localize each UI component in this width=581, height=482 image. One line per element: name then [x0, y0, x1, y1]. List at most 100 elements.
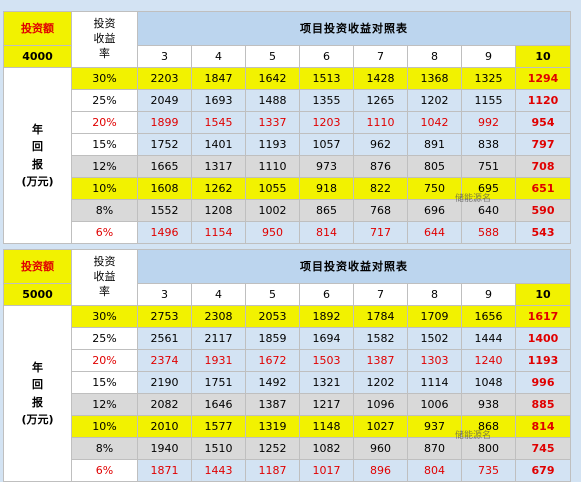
value-cell: 1303 — [407, 349, 462, 372]
value-cell: 2374 — [137, 349, 192, 372]
annual-return-label-part: 年 — [32, 123, 43, 137]
value-cell: 751 — [461, 155, 516, 178]
table-row: 20% 1899 1545 1337 1203 1110 1042 992 954 — [4, 111, 571, 134]
year-header: 7 — [353, 283, 408, 306]
value-cell: 1114 — [407, 371, 462, 394]
table-row: 年回报 (万元) 30% 2753 2308 2053 1892 1784 1709 1656 16… — [3, 305, 571, 482]
annual-return-label: 年回报 (万元) — [3, 305, 72, 482]
invest-label: 投资额 — [3, 249, 72, 284]
value-cell: 1321 — [299, 371, 354, 394]
value-cell: 797 — [515, 133, 571, 156]
value-cell: 2190 — [137, 371, 192, 394]
return-table-4000: 投资额 投资收益率 项目投资收益对照表 4000 3 4 5 6 7 8 9 1… — [3, 11, 571, 244]
value-cell: 996 — [515, 371, 571, 394]
value-cell: 1694 — [299, 327, 354, 350]
value-cell: 1892 — [299, 305, 354, 328]
value-cell: 1400 — [515, 327, 571, 350]
value-cell: 651 — [515, 177, 571, 200]
value-cell: 708 — [515, 155, 571, 178]
value-cell: 870 — [407, 437, 462, 460]
value-cell: 1202 — [353, 371, 408, 394]
value-cell: 1552 — [137, 199, 192, 222]
value-cell: 1510 — [191, 437, 246, 460]
annual-return-label-part: (万元) — [21, 412, 54, 426]
rate-header: 投资收益率 — [71, 11, 138, 68]
rate-cell: 25% — [71, 327, 138, 350]
value-cell: 1656 — [461, 305, 516, 328]
value-cell: 1847 — [191, 67, 246, 90]
value-cell: 950 — [245, 221, 300, 244]
value-cell: 768 — [353, 199, 408, 222]
value-cell: 1608 — [137, 177, 192, 200]
value-cell: 1006 — [407, 393, 462, 416]
value-cell: 1002 — [245, 199, 300, 222]
year-header: 4 — [191, 45, 246, 68]
value-cell: 1492 — [245, 371, 300, 394]
rate-cell: 25% — [71, 89, 138, 112]
year-header: 4 — [191, 283, 246, 306]
value-cell: 1751 — [191, 371, 246, 394]
rate-cell: 12% — [71, 155, 138, 178]
table-row: 12% 2082 1646 1387 1217 1096 1006 938 885 — [4, 393, 571, 416]
table-row: 15% 2190 1751 1492 1321 1202 1114 1048 996 — [4, 371, 571, 394]
annual-return-label-part: 报 — [32, 395, 43, 409]
annual-return-label-part: 报 — [32, 157, 43, 171]
value-cell: 1665 — [137, 155, 192, 178]
value-cell: 1217 — [299, 393, 354, 416]
value-cell: 735 — [461, 459, 516, 482]
value-cell: 644 — [407, 221, 462, 244]
rate-cell: 30% — [71, 305, 138, 328]
year-header: 9 — [461, 45, 516, 68]
rate-cell: 8% — [71, 437, 138, 460]
value-cell: 822 — [353, 177, 408, 200]
value-cell: 1545 — [191, 111, 246, 134]
table-row: 8% 1552 1208 1002 865 768 696 640 590 — [4, 199, 571, 222]
value-cell: 1513 — [299, 67, 354, 90]
invest-value: 5000 — [3, 283, 72, 306]
table-row: 年回报 (万元) 30% 2203 1847 1642 1513 1428 1368 1325 12… — [3, 67, 571, 244]
value-cell: 1337 — [245, 111, 300, 134]
year-header: 10 — [515, 283, 571, 306]
value-cell: 1294 — [515, 67, 571, 90]
value-cell: 814 — [299, 221, 354, 244]
value-cell: 973 — [299, 155, 354, 178]
value-cell: 1155 — [461, 89, 516, 112]
value-cell: 1110 — [353, 111, 408, 134]
value-cell: 918 — [299, 177, 354, 200]
table-title: 项目投资收益对照表 — [137, 11, 571, 46]
annual-return-label-part: (万元) — [21, 174, 54, 188]
value-cell: 640 — [461, 199, 516, 222]
value-cell: 962 — [353, 133, 408, 156]
annual-return-label-part: 年 — [32, 361, 43, 375]
value-cell: 1193 — [515, 349, 571, 372]
value-cell: 1154 — [191, 221, 246, 244]
value-cell: 543 — [515, 221, 571, 244]
value-cell: 1899 — [137, 111, 192, 134]
value-cell: 1752 — [137, 133, 192, 156]
value-cell: 937 — [407, 415, 462, 438]
value-cell: 885 — [515, 393, 571, 416]
value-cell: 1240 — [461, 349, 516, 372]
value-cell: 1387 — [353, 349, 408, 372]
value-cell: 1057 — [299, 133, 354, 156]
value-cell: 1368 — [407, 67, 462, 90]
value-cell: 1502 — [407, 327, 462, 350]
value-cell: 750 — [407, 177, 462, 200]
value-cell: 696 — [407, 199, 462, 222]
value-cell: 838 — [461, 133, 516, 156]
value-cell: 865 — [299, 199, 354, 222]
rate-cell: 6% — [71, 221, 138, 244]
rate-cell: 10% — [71, 177, 138, 200]
year-header: 7 — [353, 45, 408, 68]
value-cell: 717 — [353, 221, 408, 244]
value-cell: 876 — [353, 155, 408, 178]
rate-cell: 6% — [71, 459, 138, 482]
table-title: 项目投资收益对照表 — [137, 249, 571, 284]
value-cell: 2561 — [137, 327, 192, 350]
value-cell: 1252 — [245, 437, 300, 460]
value-cell: 992 — [461, 111, 516, 134]
value-cell: 1693 — [191, 89, 246, 112]
value-cell: 2753 — [137, 305, 192, 328]
value-cell: 1401 — [191, 133, 246, 156]
year-header: 6 — [299, 283, 354, 306]
